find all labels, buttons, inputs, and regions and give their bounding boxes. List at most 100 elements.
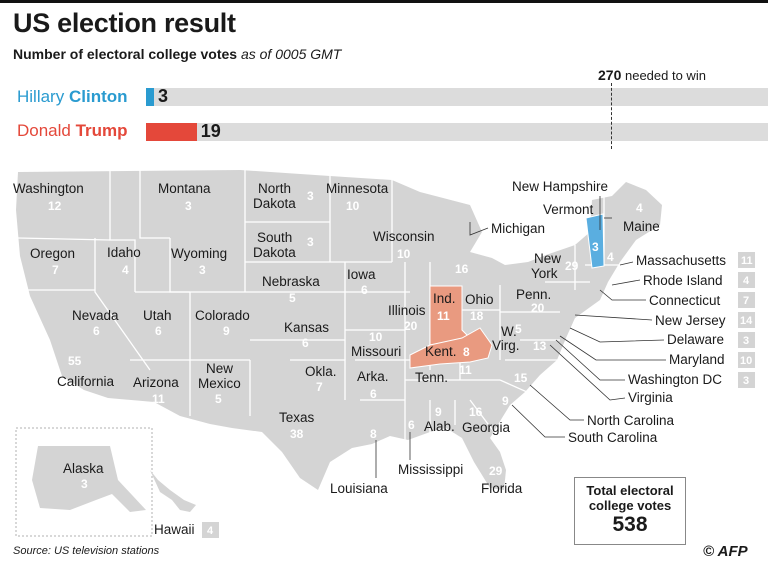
- votes-connecticut: 7: [743, 295, 749, 307]
- votes-mississippi: 6: [408, 418, 415, 432]
- label-west-virginia-1: W.: [501, 324, 517, 339]
- label-new-hampshire: New Hampshire: [512, 179, 608, 194]
- clinton-bar-track: [146, 88, 768, 106]
- label-utah: Utah: [143, 308, 172, 323]
- afp-credit: © AFP: [703, 543, 748, 560]
- trump-votes: 19: [200, 121, 221, 141]
- state-labels: Washington Oregon California Nevada Idah…: [13, 179, 726, 537]
- subtitle-time: as of 0005 GMT: [240, 46, 342, 62]
- trump-last-name: Trump: [75, 121, 128, 140]
- votes-idaho: 4: [122, 263, 129, 277]
- votes-virginia: 13: [533, 339, 547, 353]
- page-title: US election result: [13, 8, 236, 38]
- state-borders: [17, 170, 620, 441]
- votes-south-carolina: 9: [502, 394, 509, 408]
- label-hawaii: Hawaii: [154, 522, 195, 537]
- label-ohio: Ohio: [465, 292, 494, 307]
- votes-hawaii: 4: [207, 525, 214, 537]
- label-connecticut: Connecticut: [649, 293, 721, 308]
- label-indiana: Ind.: [433, 291, 456, 306]
- votes-kansas: 6: [302, 336, 309, 350]
- label-texas: Texas: [279, 410, 315, 425]
- total-label-line2: college votes: [588, 498, 672, 513]
- label-maine: Maine: [623, 219, 660, 234]
- clinton-name: Hillary Clinton: [17, 87, 128, 107]
- votes-michigan: 16: [455, 262, 469, 276]
- total-label-line1: Total electoral: [586, 483, 674, 498]
- votes-south-dakota: 3: [307, 235, 314, 249]
- vermont-shape: [585, 213, 605, 269]
- votes-texas: 38: [290, 427, 304, 441]
- label-georgia: Georgia: [462, 420, 511, 435]
- label-kentucky: Kent.: [425, 344, 457, 359]
- label-virginia: Virginia: [628, 390, 673, 405]
- label-delaware: Delaware: [667, 332, 724, 347]
- label-iowa: Iowa: [347, 267, 376, 282]
- votes-maine: 4: [636, 201, 643, 215]
- votes-california: 55: [68, 354, 82, 368]
- votes-alabama: 9: [435, 405, 442, 419]
- votes-new-mexico: 5: [215, 392, 222, 406]
- votes-maryland: 10: [740, 355, 752, 367]
- label-washington: Washington: [13, 181, 84, 196]
- label-nevada: Nevada: [72, 308, 119, 323]
- votes-north-dakota: 3: [307, 189, 314, 203]
- top-rule: [0, 0, 768, 3]
- label-idaho: Idaho: [107, 245, 141, 260]
- label-arkansas: Arka.: [357, 369, 389, 384]
- label-south-dakota-2: Dakota: [253, 245, 296, 260]
- votes-new-hampshire: 4: [607, 250, 614, 264]
- votes-pennsylvania: 20: [531, 301, 545, 315]
- label-pennsylvania: Penn.: [516, 287, 551, 302]
- subtitle-main: Number of electoral college votes: [13, 46, 238, 62]
- leader-lines: [375, 196, 666, 478]
- label-new-york-2: York: [531, 266, 558, 281]
- votes-montana: 3: [185, 199, 192, 213]
- clinton-last-name: Clinton: [68, 87, 128, 106]
- label-north-dakota-2: Dakota: [253, 196, 296, 211]
- label-california: California: [57, 374, 115, 389]
- trump-bar-track: [146, 123, 768, 141]
- subtitle: Number of electoral college votes as of …: [13, 46, 341, 62]
- votes-new-york: 29: [565, 259, 579, 273]
- label-minnesota: Minnesota: [326, 181, 389, 196]
- label-michigan: Michigan: [491, 221, 545, 236]
- votes-arizona: 11: [152, 392, 165, 406]
- votes-arkansas: 6: [370, 387, 377, 401]
- votes-vermont: 3: [592, 240, 599, 254]
- label-washington-dc: Washington DC: [628, 372, 722, 387]
- votes-wyoming: 3: [199, 263, 206, 277]
- label-north-carolina: North Carolina: [587, 413, 675, 428]
- clinton-bar-fill: [146, 88, 154, 106]
- label-arizona: Arizona: [133, 375, 179, 390]
- clinton-votes: 3: [158, 86, 169, 106]
- votes-oregon: 7: [52, 263, 59, 277]
- label-massachusetts: Massachusetts: [636, 253, 726, 268]
- hawaii-shape: [150, 470, 196, 512]
- votes-illinois: 20: [404, 319, 418, 333]
- label-new-york-1: New: [534, 251, 561, 266]
- votes-washington: 12: [48, 199, 62, 213]
- label-new-mexico-1: New: [206, 361, 233, 376]
- kentucky-shape: [409, 327, 493, 369]
- threshold-line: [611, 83, 612, 149]
- label-wyoming: Wyoming: [171, 246, 227, 261]
- votes-utah: 6: [155, 324, 162, 338]
- votes-missouri: 10: [369, 330, 383, 344]
- votes-rhode-island: 4: [743, 275, 750, 287]
- source-note: Source: US television stations: [13, 545, 160, 557]
- total-value: 538: [612, 513, 648, 536]
- votes-north-carolina: 15: [514, 371, 528, 385]
- trump-first-name: Donald: [17, 121, 71, 140]
- label-new-mexico-2: Mexico: [198, 376, 241, 391]
- label-mississippi: Mississippi: [398, 462, 463, 477]
- total-label: Total electoral college votes: [575, 483, 685, 513]
- alaska-shape: [32, 446, 146, 512]
- label-south-dakota-1: South: [257, 230, 292, 245]
- votes-new-jersey: 14: [740, 315, 753, 327]
- label-nebraska: Nebraska: [262, 274, 320, 289]
- votes-minnesota: 10: [346, 199, 360, 213]
- label-illinois: Illinois: [388, 303, 426, 318]
- state-votes: 12 7 55 6 4 3 3 6 11 9 5 3 3 5 6 7 38 10…: [48, 189, 643, 491]
- label-alabama: Alab.: [424, 419, 455, 434]
